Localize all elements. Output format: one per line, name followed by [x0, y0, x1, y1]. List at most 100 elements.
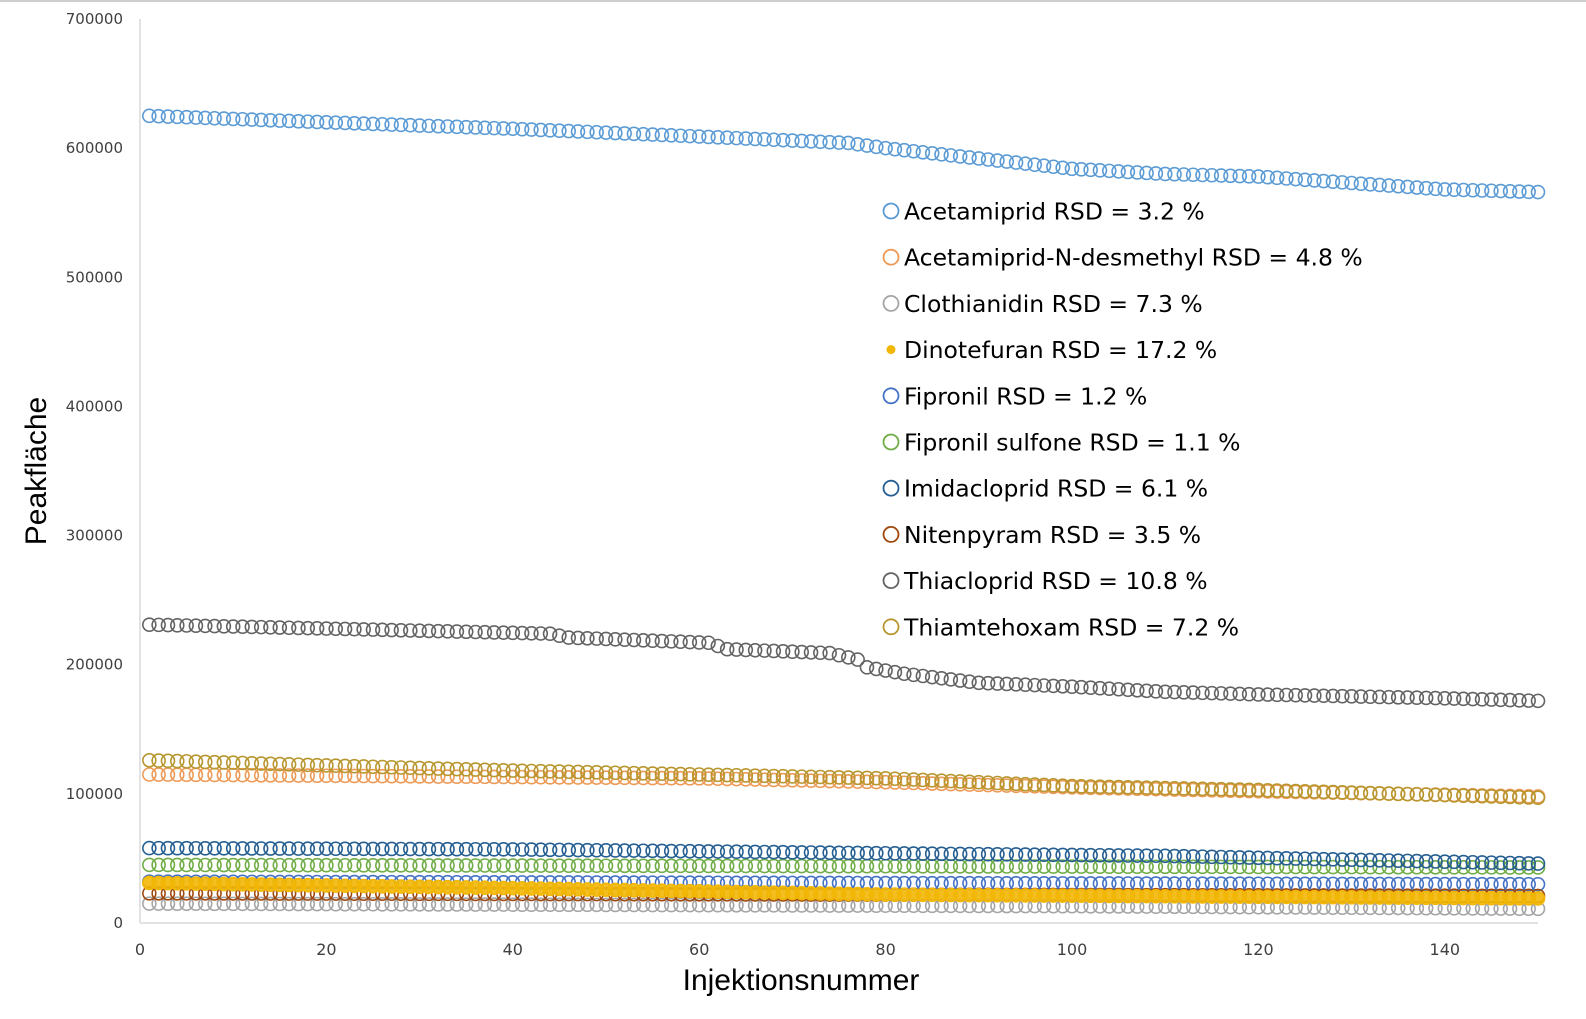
data-point — [281, 841, 297, 856]
data-point — [1055, 778, 1070, 794]
data-point — [402, 769, 418, 784]
data-point — [794, 133, 810, 149]
data-point — [207, 754, 222, 770]
data-point — [1120, 682, 1136, 698]
data-point — [1204, 849, 1220, 865]
legend: Acetamiprid RSD = 3.2 % Acetamiprid-N-des… — [882, 198, 1363, 641]
data-point — [1204, 685, 1220, 701]
data-point — [729, 844, 744, 860]
data-point — [1157, 166, 1173, 182]
data-point — [813, 769, 828, 785]
data-point — [1129, 859, 1145, 875]
data-point — [1139, 165, 1154, 181]
data-point — [822, 645, 837, 661]
data-point — [263, 857, 278, 873]
y-axis-title: Peakfläche — [20, 397, 53, 545]
data-point — [263, 112, 278, 128]
data-point — [356, 116, 371, 131]
data-point — [701, 858, 716, 874]
data-point — [645, 843, 660, 859]
data-point — [1344, 785, 1359, 800]
data-point — [598, 765, 614, 780]
data-point — [1036, 777, 1052, 793]
data-point — [300, 114, 316, 129]
data-point — [1279, 171, 1294, 186]
data-point — [1428, 690, 1443, 706]
data-point — [1334, 852, 1350, 867]
data-point — [980, 846, 996, 862]
data-point — [785, 858, 800, 874]
data-point — [1176, 685, 1192, 700]
data-point — [263, 768, 278, 783]
data-point — [906, 143, 921, 159]
data-point — [235, 111, 250, 127]
data-point — [402, 117, 418, 133]
data-point — [663, 843, 679, 859]
data-point — [1129, 780, 1145, 795]
data-point — [533, 858, 549, 873]
y-tick-label: 600000 — [66, 139, 123, 157]
data-point — [393, 841, 409, 857]
data-point — [309, 621, 325, 636]
data-point — [850, 845, 865, 861]
data-point — [291, 113, 306, 129]
data-point — [1139, 780, 1154, 795]
data-point — [1204, 781, 1220, 797]
legend-label: Acetamiprid-N-desmethyl RSD = 4.8 % — [904, 244, 1363, 272]
data-point — [1232, 850, 1248, 865]
data-point — [1316, 851, 1331, 867]
data-point — [1018, 776, 1033, 792]
data-point — [1129, 682, 1145, 698]
data-point — [1018, 156, 1033, 171]
data-point — [1390, 853, 1406, 868]
data-point — [1353, 785, 1369, 801]
data-point — [253, 857, 269, 873]
data-point — [1074, 162, 1089, 177]
data-point — [253, 896, 269, 912]
data-point — [859, 774, 875, 790]
legend-marker — [882, 387, 900, 405]
data-point — [514, 842, 530, 857]
data-point — [803, 845, 819, 860]
data-point — [1148, 848, 1164, 864]
data-point — [896, 666, 912, 682]
data-point — [300, 841, 316, 856]
data-point — [524, 842, 539, 857]
data-point — [887, 775, 903, 790]
data-point — [375, 768, 390, 784]
data-point — [179, 896, 194, 912]
data-point — [906, 772, 921, 787]
data-point — [319, 841, 334, 857]
data-point — [1428, 854, 1443, 869]
data-point — [682, 858, 698, 874]
data-point — [1484, 876, 1499, 892]
data-point — [589, 765, 604, 780]
data-point — [1092, 680, 1108, 696]
data-point — [244, 857, 260, 873]
data-point — [300, 768, 316, 783]
data-point — [635, 126, 651, 142]
data-point — [878, 140, 893, 156]
data-point — [1157, 848, 1173, 864]
data-point — [654, 770, 670, 786]
data-point — [1232, 686, 1248, 702]
data-point — [1493, 692, 1509, 708]
data-point — [598, 858, 614, 874]
data-point — [1446, 876, 1462, 892]
data-point — [235, 857, 250, 873]
data-point — [645, 633, 660, 648]
data-point — [197, 754, 213, 770]
data-point — [160, 753, 176, 769]
data-point — [542, 858, 558, 873]
data-point — [281, 757, 297, 772]
data-point — [1474, 183, 1490, 198]
data-point — [1176, 167, 1192, 182]
data-point — [412, 623, 427, 639]
data-point — [552, 628, 567, 643]
data-point — [1521, 876, 1536, 892]
data-point — [207, 110, 222, 126]
data-point — [729, 767, 744, 783]
data-point — [1176, 859, 1192, 875]
data-point — [1288, 687, 1303, 703]
data-point — [1428, 181, 1443, 197]
